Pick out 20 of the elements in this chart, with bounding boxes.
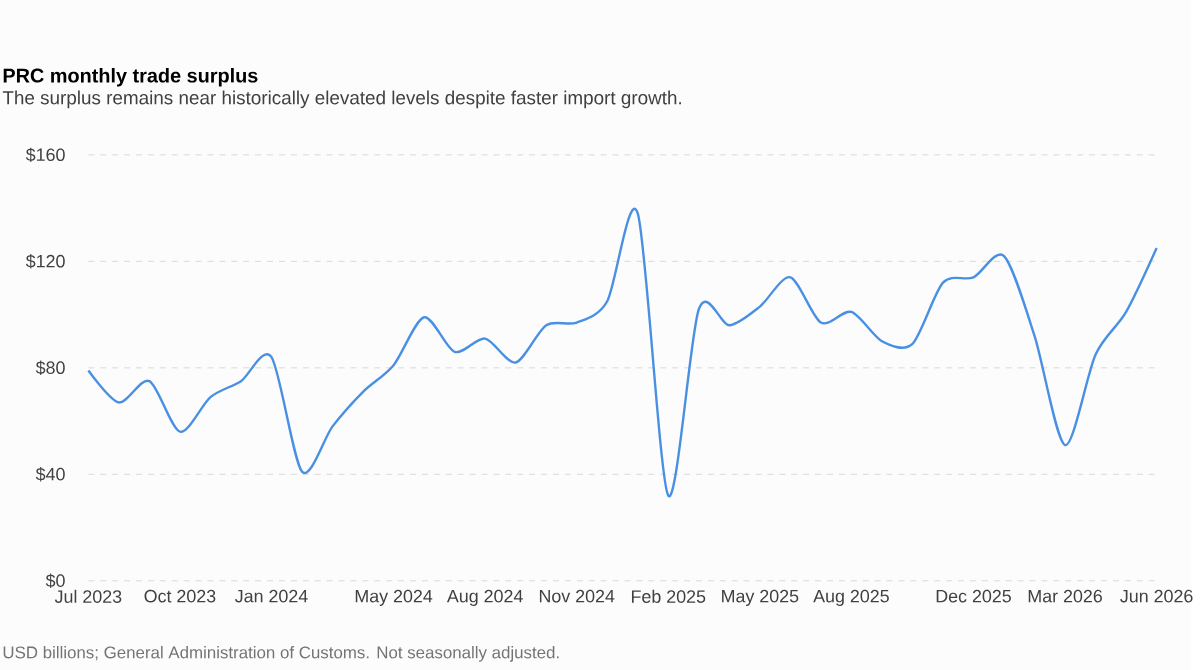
y-tick-label: $40 [35,467,65,482]
y-tick-label: $120 [25,254,65,269]
x-tick-label: Nov 2024 [539,589,615,603]
x-tick-label: Jun 2026 [1120,589,1193,603]
y-tick-label: $0 [45,573,65,588]
x-tick-label: Oct 2023 [144,589,216,603]
x-tick-label: Jan 2024 [235,589,308,603]
text: USD billions; General Administration of Customs. Not seasonally adjusted. [3,645,559,662]
x-tick-label: May 2025 [722,589,799,606]
y-tick-label: $160 [25,147,65,163]
x-tick-label: Jul 2023 [54,589,122,603]
x-tick-label: Dec 2025 [936,589,1011,603]
chart-subtitle: The surplus remains near historically elevated levels despite faster import growth. [2,90,681,109]
x-tick-label: Mar 2026 [1028,589,1102,603]
x-tick-label: May 2024 [355,589,433,606]
y-tick-label: $80 [35,360,65,376]
chart-title: PRC monthly trade surplus [3,67,258,87]
x-tick-label: Feb 2025 [631,589,706,603]
x-tick-label: Aug 2025 [813,589,889,606]
x-tick-label: Aug 2024 [446,589,523,606]
